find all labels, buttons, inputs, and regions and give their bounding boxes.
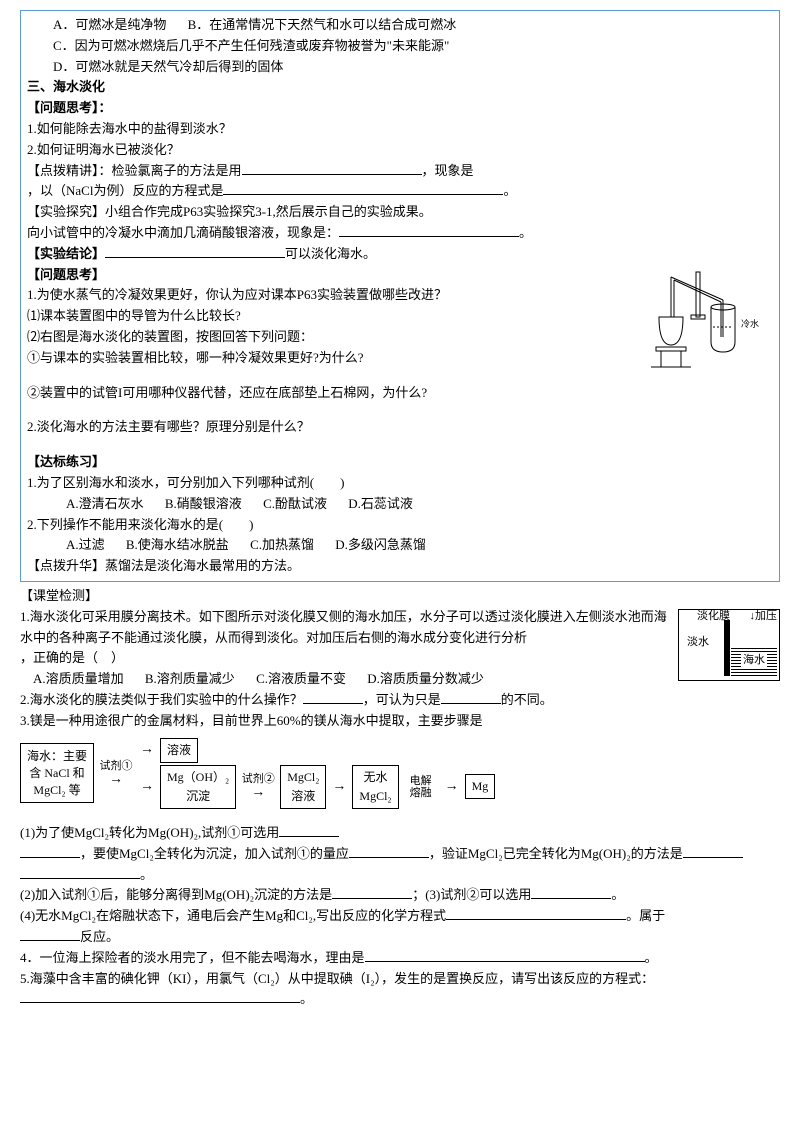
q1-B: B.溶剂质量减少: [145, 669, 235, 690]
q4-line: 4．一位海上探险者的淡水用完了，但不能去喝海水，理由是。: [20, 948, 780, 969]
blank: [441, 690, 501, 704]
blank: [20, 844, 80, 858]
blank: [365, 948, 645, 962]
dblx-q1-C: C.酚酞试液: [263, 494, 327, 515]
blank: [20, 865, 140, 879]
blank: [105, 244, 285, 258]
membrane-diagram: 淡化膜 ↓加压 淡水 海水: [678, 609, 780, 681]
apparatus-svg: 冷水: [641, 267, 771, 377]
flow-precipitate: Mg（OH）₂ 沉淀: [160, 765, 236, 809]
sytj-line2: 向小试管中的冷凝水中滴加几滴硝酸银溶液，现象是：。: [27, 223, 773, 244]
dblx-q2-A: A.过滤: [66, 535, 105, 556]
blank: [279, 823, 339, 837]
syjl-line: 【实验结论】 可以淡化海水。: [27, 244, 773, 265]
wtsk2-q2: 2.淡化海水的方法主要有哪些？原理分别是什么？: [27, 417, 773, 438]
dbsh: 【点拨升华】蒸馏法是淡化海水最常用的方法。: [27, 556, 773, 577]
sub4-line1: (4)无水MgCl₂在熔融状态下，通电后会产生Mg和Cl₂,写出反应的化学方程式…: [20, 906, 780, 927]
svg-text:冷水: 冷水: [741, 318, 759, 329]
q1-opts: A.溶质质量增加 B.溶剂质量减少 C.溶液质量不变 D.溶质质量分数减少: [20, 669, 780, 690]
membrane-press: ↓加压: [750, 608, 778, 626]
blank: [332, 885, 412, 899]
mc1-D: D．可燃冰就是天然气冷却后得到的固体: [27, 57, 773, 78]
q5-line1: 5.海藻中含丰富的碘化钾（KI），用氯气（Cl₂）从中提取碘（I₂），发生的是置…: [20, 969, 780, 990]
q1-line1: 1.海水淡化可采用膜分离技术。如下图所示对淡化膜又侧的海水加压，水分子可以透过淡…: [20, 607, 780, 649]
q3: 3.镁是一种用途很广的金属材料，目前世界上60%的镁从海水中提取，主要步骤是: [20, 711, 780, 732]
dblx-title: 【达标练习】: [27, 452, 773, 473]
section3-title: 三、海水淡化: [27, 77, 773, 98]
dblx-q1-D: D.石蕊试液: [348, 494, 413, 515]
q5-line2: 。: [20, 989, 780, 1010]
sytj-title: 【实验探究】小组合作完成P63实验探究3-1,然后展示自己的实验成果。: [27, 202, 773, 223]
flow-arrow1: 试剂① →: [98, 760, 134, 787]
sub1-line3: 。: [20, 865, 780, 886]
q1-D: D.溶质质量分数减少: [367, 669, 484, 690]
wtsk1-q1: 1.如何能除去海水中的盐得到淡水？: [27, 119, 773, 140]
mc1-options: A．可燃冰是纯净物 B．在通常情况下天然气和水可以结合成可燃冰: [27, 15, 773, 36]
blank: [223, 181, 503, 195]
blank: [20, 989, 300, 1003]
flow-diagram: 海水：主要 含 NaCl 和 MgCl₂ 等 试剂① → → 溶液 → Mg（O…: [20, 738, 780, 810]
q1-C: C.溶液质量不变: [256, 669, 346, 690]
dblx-q2-B: B.使海水结冰脱盐: [126, 535, 229, 556]
membrane-left: 淡水: [687, 634, 709, 652]
dblx-q1-A: A.澄清石灰水: [66, 494, 144, 515]
dbjj-line2: ，以（NaCl为例）反应的方程式是。: [27, 181, 773, 202]
dblx-q2: 2.下列操作不能用来淡化海水的是( ): [27, 515, 773, 536]
q2-line: 2.海水淡化的膜法类似于我们实验中的什么操作？，可认为只是的不同。: [20, 690, 780, 711]
wtsk1-q2: 2.如何证明海水已被淡化？: [27, 140, 773, 161]
flow-seawater: 海水：主要 含 NaCl 和 MgCl₂ 等: [20, 743, 94, 803]
dblx-q1-B: B.硝酸银溶液: [165, 494, 242, 515]
boxed-content-area: A．可燃冰是纯净物 B．在通常情况下天然气和水可以结合成可燃冰 C．因为可燃冰燃…: [20, 10, 780, 582]
flow-solution: 溶液: [160, 738, 198, 763]
dblx-q2-opts: A.过滤 B.使海水结冰脱盐 C.加热蒸馏 D.多级闪急蒸馏: [27, 535, 773, 556]
wtsk2-sub2-2: ②装置中的试管I可用哪种仪器代替，还应在底部垫上石棉网，为什么?: [27, 383, 773, 404]
ktjc-title: 【课堂检测】: [20, 586, 780, 607]
q1-line2: ，正确的是（ ）: [20, 648, 780, 669]
blank: [531, 885, 611, 899]
dbjj-line2-head: ，以（NaCl为例）反应的方程式是: [27, 183, 223, 198]
sub1-line1: (1)为了使MgCl₂转化为Mg(OH)₂,试剂①可选用: [20, 823, 780, 844]
mc1-B: B．在通常情况下天然气和水可以结合成可燃冰: [188, 15, 457, 36]
dblx-q2-D: D.多级闪急蒸馏: [335, 535, 426, 556]
blank: [242, 161, 422, 175]
blank: [446, 906, 626, 920]
mc1-A: A．可燃冰是纯净物: [53, 15, 166, 36]
blank: [339, 223, 519, 237]
flow-arrow-electro: 电解 熔融: [403, 775, 439, 799]
dblx-q1: 1.为了区别海水和淡水，可分别加入下列哪种试剂( ): [27, 473, 773, 494]
blank: [303, 690, 363, 704]
wtsk1-title: 【问题思考】：: [27, 98, 773, 119]
dblx-q2-C: C.加热蒸馏: [250, 535, 314, 556]
blank: [20, 927, 80, 941]
sub4-line2: 反应。: [20, 927, 780, 948]
flow-mg: Mg: [465, 774, 496, 799]
sub2-line: (2)加入试剂①后，能够分离得到Mg(OH)₂沉淀的方法是；(3)试剂②可以选用…: [20, 885, 780, 906]
blank: [349, 844, 429, 858]
syjl-title: 【实验结论】: [27, 246, 105, 261]
membrane-right: 海水: [741, 652, 767, 670]
q1-A: A.溶质质量增加: [33, 669, 124, 690]
flow-mgcl2sol: MgCl₂ 溶液: [280, 765, 326, 809]
blank: [683, 844, 743, 858]
dblx-q1-opts: A.澄清石灰水 B.硝酸银溶液 C.酚酞试液 D.石蕊试液: [27, 494, 773, 515]
mc1-C: C．因为可燃冰燃烧后几乎不产生任何残渣或废弃物被誉为"未来能源": [27, 36, 773, 57]
sub1-line2: ，要使MgCl₂全转化为沉淀，加入试剂①的量应，验证MgCl₂已完全转化为Mg(…: [20, 844, 780, 865]
flow-arrow2: 试剂② →: [240, 773, 276, 800]
syjl-tail: 可以淡化海水。: [285, 246, 376, 261]
dbjj-line1: 【点拨精讲】：检验氯离子的方法是用 ，现象是: [27, 161, 773, 182]
dbjj-title: 【点拨精讲】：检验氯离子的方法是用: [27, 163, 242, 178]
distillation-apparatus-diagram: 冷水: [641, 267, 771, 377]
dbjj-tail: ，现象是: [422, 163, 474, 178]
membrane-bar: [724, 620, 730, 676]
flow-anhydrous: 无水 MgCl₂: [352, 765, 398, 809]
